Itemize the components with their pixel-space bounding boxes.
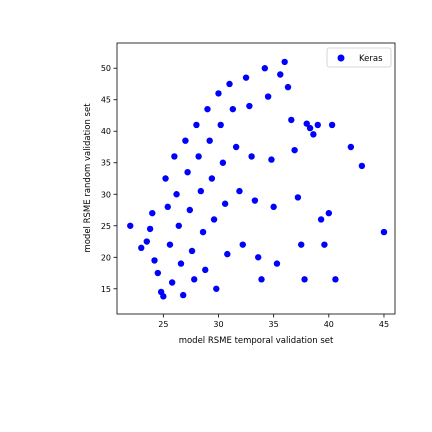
data-point [248,153,255,160]
data-point [261,65,269,72]
points-layer [127,58,388,300]
data-point [273,260,281,267]
data-point [127,222,134,229]
data-point [314,121,321,129]
data-point [182,137,189,144]
data-point [224,250,231,258]
y-ticks: 15 20 25 30 35 40 45 50 [101,64,117,294]
data-point [270,203,277,211]
data-point [303,120,310,127]
data-point [215,90,222,97]
data-point [143,238,150,245]
x-axis-label: model RSME temporal validation set [179,336,334,346]
x-tick-label: 45 [379,320,389,329]
x-tick-label: 40 [324,320,334,329]
legend-marker [337,54,345,62]
data-point [151,257,158,264]
data-point [204,105,211,113]
data-point [246,102,253,110]
data-point [184,169,191,176]
data-point [358,162,366,170]
data-point [219,159,227,166]
data-point [281,58,288,66]
data-point [317,216,325,223]
data-point [188,247,196,255]
data-point [173,191,180,198]
data-point [138,244,145,252]
data-point [239,241,246,248]
data-point [193,121,200,129]
data-point [171,153,178,160]
data-point [347,143,355,151]
data-point [166,241,174,248]
data-point [321,241,328,248]
data-point [288,116,295,124]
data-point [310,131,317,138]
data-point [206,137,213,144]
data-point [149,209,156,217]
data-point [164,203,171,211]
data-point [226,80,233,88]
data-point [210,216,218,223]
data-point [160,293,167,300]
data-point [298,241,305,248]
data-point [255,254,262,261]
data-point [251,197,259,204]
x-tick-label: 30 [213,320,223,329]
data-point [229,105,237,113]
data-point [380,228,388,236]
data-point [168,279,176,286]
data-point [332,276,339,283]
data-point [186,206,194,214]
data-point [162,175,169,182]
data-point [179,291,187,299]
data-point [191,276,198,283]
y-tick-label: 25 [101,222,111,231]
y-tick-label: 35 [101,159,111,168]
data-point [328,121,336,129]
data-point [197,187,205,195]
data-point [258,276,265,283]
legend-box [326,47,392,68]
data-point [277,71,284,78]
x-tick-label: 25 [158,320,168,329]
data-point [208,175,216,182]
data-point [242,74,250,81]
legend: Keras [326,47,392,68]
plot-frame [116,42,396,315]
data-point [195,153,202,160]
y-axis-label: model RSME random validation set [83,103,93,253]
data-point [294,194,302,201]
data-point [268,156,275,163]
data-point [264,93,272,100]
x-tick-label: 35 [269,320,279,329]
data-point [236,187,243,195]
y-tick-label: 20 [101,253,111,262]
data-point [146,225,154,233]
y-tick-label: 40 [101,127,111,136]
y-tick-label: 45 [101,96,111,105]
data-point [213,285,220,292]
data-point [325,209,333,217]
data-point [202,266,209,274]
data-point [284,83,292,91]
data-point [177,260,185,267]
data-point [306,124,314,132]
y-tick-label: 30 [101,190,111,199]
data-point [291,146,298,154]
x-ticks: 25 30 35 40 45 [158,314,389,329]
data-point [301,276,308,283]
data-point [232,143,240,151]
data-point [221,200,229,207]
data-point [154,269,162,277]
legend-label: Keras [359,54,383,64]
y-tick-label: 15 [101,285,111,294]
y-tick-label: 50 [101,64,111,73]
data-point [217,121,224,129]
data-point [199,228,207,236]
data-point [175,222,182,229]
